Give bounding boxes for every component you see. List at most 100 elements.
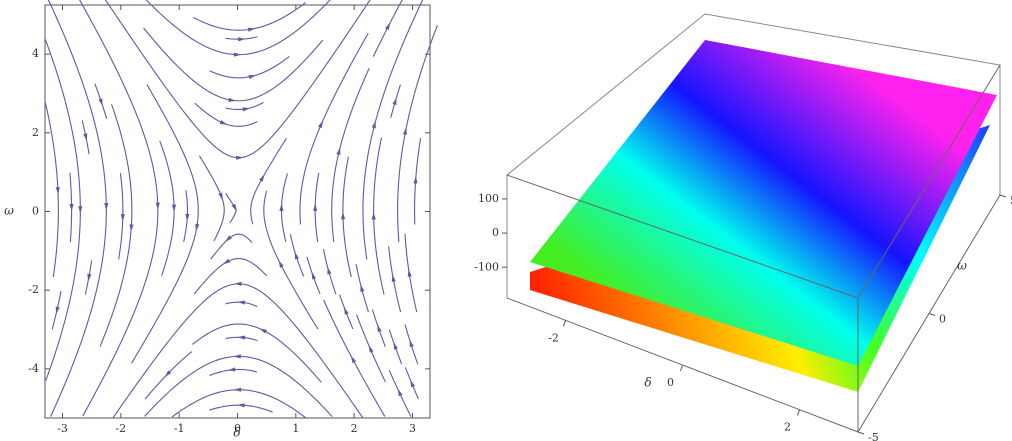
streamline bbox=[331, 67, 370, 243]
stream-arrow bbox=[409, 339, 414, 348]
streamline bbox=[192, 323, 322, 383]
stream-arrow bbox=[350, 355, 357, 364]
stream-arrow bbox=[393, 342, 398, 350]
stream-arrow bbox=[55, 187, 60, 195]
stream-arrow bbox=[311, 271, 317, 280]
y-tick-label: 2 bbox=[32, 126, 39, 139]
streamline bbox=[299, 32, 369, 225]
stream-arrow bbox=[236, 155, 244, 160]
stream-arrow bbox=[155, 202, 160, 210]
stream-arrow bbox=[313, 203, 318, 211]
stream-arrow bbox=[233, 354, 241, 359]
stream-arrow bbox=[259, 328, 268, 334]
stream-arrow bbox=[397, 388, 403, 397]
stream-arrow bbox=[87, 273, 92, 282]
stream-arrow bbox=[164, 370, 172, 378]
streamline bbox=[171, 389, 306, 419]
streamline bbox=[263, 190, 319, 330]
x-tick-label: 2 bbox=[784, 421, 791, 434]
stream-arrow bbox=[385, 22, 391, 30]
streamline bbox=[198, 155, 225, 242]
streamline bbox=[144, 355, 333, 417]
x-tick bbox=[680, 364, 683, 372]
y-tick-label: -4 bbox=[28, 362, 39, 375]
y-tick-label: 0 bbox=[32, 205, 39, 218]
stream-arrow bbox=[98, 98, 103, 107]
stream-arrow bbox=[391, 274, 396, 282]
x-tick-label: -3 bbox=[57, 422, 68, 435]
stream-arrow bbox=[371, 120, 376, 129]
stream-arrow bbox=[336, 147, 341, 155]
streamline bbox=[194, 102, 258, 127]
stream-arrow bbox=[171, 204, 177, 213]
stream-arrow bbox=[237, 335, 246, 340]
y-tick-label: -2 bbox=[28, 283, 39, 296]
stream-arrow bbox=[278, 260, 284, 268]
stream-arrow bbox=[247, 27, 256, 32]
streamline bbox=[209, 55, 290, 79]
stream-arrow bbox=[185, 213, 190, 222]
streamline bbox=[323, 299, 386, 417]
stream-arrow bbox=[371, 212, 376, 220]
x-tick-label: 0 bbox=[667, 376, 674, 389]
stream-arrow bbox=[129, 224, 134, 232]
y-tick bbox=[857, 431, 865, 435]
box-edge bbox=[506, 13, 1001, 298]
z-tick-label: -100 bbox=[474, 260, 499, 273]
stream-arrow bbox=[413, 175, 418, 184]
streamline bbox=[362, 0, 424, 260]
stream-arrow bbox=[237, 300, 246, 305]
y-tick bbox=[928, 313, 936, 316]
stream-arrow bbox=[248, 74, 257, 79]
streamline bbox=[99, 104, 133, 347]
stream-arrow bbox=[195, 223, 200, 232]
stream-arrow bbox=[259, 174, 265, 182]
y-tick-label: 0 bbox=[939, 313, 946, 326]
z-tick-label: 100 bbox=[478, 192, 499, 205]
stream-arrow bbox=[231, 203, 237, 212]
stream-arrow bbox=[69, 203, 74, 212]
y-tick-label: 5 bbox=[1010, 194, 1012, 207]
x-tick-label: -1 bbox=[174, 422, 185, 435]
x-tick bbox=[563, 320, 566, 327]
stream-arrow bbox=[407, 269, 412, 277]
streamline bbox=[159, 140, 175, 276]
stream-arrow bbox=[104, 203, 109, 211]
x-tick-label: 1 bbox=[292, 422, 299, 435]
stream-arrow bbox=[344, 307, 349, 315]
stream-arrow bbox=[233, 387, 242, 392]
stream-arrow bbox=[222, 258, 231, 265]
streamline bbox=[210, 233, 253, 260]
x-tick-label: 2 bbox=[351, 422, 358, 435]
stream-arrow bbox=[120, 214, 125, 222]
streamline bbox=[193, 2, 306, 31]
y-tick-label: 4 bbox=[32, 47, 39, 60]
streamline bbox=[44, 38, 81, 381]
x-axis-label: δ bbox=[644, 376, 651, 390]
y-tick bbox=[999, 194, 1007, 198]
stream-arrow bbox=[294, 251, 300, 260]
stream-arrow bbox=[327, 266, 332, 275]
stream-arrow bbox=[225, 235, 232, 242]
stream-arrow bbox=[377, 324, 382, 333]
z-tick-label: 0 bbox=[492, 226, 499, 239]
stream-arrow bbox=[360, 284, 365, 292]
stream-arrow bbox=[228, 97, 236, 102]
streamline bbox=[373, 137, 385, 295]
stream-arrow bbox=[83, 133, 88, 142]
stream-arrow bbox=[242, 107, 251, 112]
streamline bbox=[79, 0, 159, 417]
stream-arrow bbox=[233, 52, 242, 57]
stream-arrow bbox=[402, 127, 407, 135]
stream-arrow bbox=[234, 281, 242, 286]
stream-arrow bbox=[237, 403, 245, 408]
x-tick-label: -2 bbox=[548, 331, 559, 344]
x-tick bbox=[797, 409, 800, 416]
streamlines bbox=[44, 0, 438, 419]
streamline bbox=[404, 233, 418, 313]
stream-arrow bbox=[279, 203, 284, 212]
stream-arrow bbox=[410, 379, 415, 388]
y-axis-label: ω bbox=[4, 204, 14, 218]
stream-arrow bbox=[78, 206, 83, 214]
